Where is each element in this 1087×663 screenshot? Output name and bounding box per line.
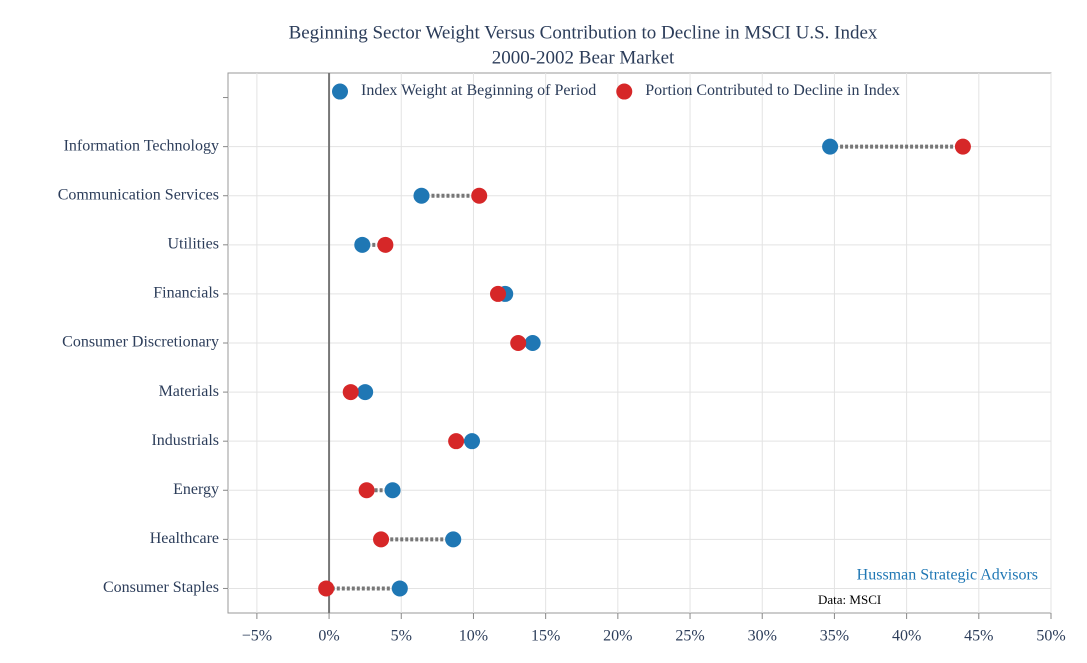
x-tick-label: 45% xyxy=(964,628,993,645)
dot xyxy=(822,138,839,155)
dot xyxy=(391,580,408,597)
dot xyxy=(377,236,394,253)
x-tick-label: 25% xyxy=(675,628,704,645)
dot xyxy=(342,384,359,401)
chart-subtitle: 2000-2002 Bear Market xyxy=(492,47,675,68)
y-tick-label: Energy xyxy=(173,481,219,498)
x-tick-label: 30% xyxy=(748,628,777,645)
x-tick-label: 40% xyxy=(892,628,921,645)
x-tick-label: 15% xyxy=(531,628,560,645)
y-tick-label: Utilities xyxy=(167,235,219,252)
legend-marker xyxy=(332,83,348,100)
x-tick-label: 35% xyxy=(820,628,849,645)
legend-marker xyxy=(616,83,633,100)
dot xyxy=(464,433,481,450)
x-tick-label: 5% xyxy=(391,628,412,645)
x-tick-label: −5% xyxy=(242,628,272,645)
dot xyxy=(490,285,507,302)
dot xyxy=(354,236,371,253)
y-tick-label: Healthcare xyxy=(150,530,219,547)
dot xyxy=(954,138,971,155)
dot xyxy=(510,335,527,351)
x-tick-label: 20% xyxy=(603,628,632,645)
y-tick-label: Communication Services xyxy=(58,186,219,203)
y-tick-label: Financials xyxy=(153,285,219,302)
x-tick-label: 50% xyxy=(1036,628,1065,645)
y-tick-label: Consumer Discretionary xyxy=(62,334,219,351)
y-tick-label: Information Technology xyxy=(64,137,219,154)
chart-title: Beginning Sector Weight Versus Contribut… xyxy=(289,22,878,43)
y-tick-label: Consumer Staples xyxy=(103,579,219,596)
dot xyxy=(358,482,375,499)
y-tick-label: Materials xyxy=(159,383,219,400)
dot xyxy=(384,482,401,499)
legend-label: Index Weight at Beginning of Period xyxy=(361,82,596,99)
dot xyxy=(524,335,541,351)
dot xyxy=(318,580,335,597)
dot xyxy=(445,531,462,548)
legend-label: Portion Contributed to Decline in Index xyxy=(645,82,900,99)
dot xyxy=(471,187,488,204)
x-tick-label: 10% xyxy=(459,628,488,645)
dot xyxy=(357,384,374,401)
y-tick-label: Industrials xyxy=(151,432,219,449)
annotation: Data: MSCI xyxy=(818,592,881,607)
annotation: Hussman Strategic Advisors xyxy=(857,567,1038,584)
dot xyxy=(413,187,430,204)
dot xyxy=(373,531,390,548)
dot xyxy=(448,433,465,450)
x-tick-label: 0% xyxy=(318,628,339,645)
